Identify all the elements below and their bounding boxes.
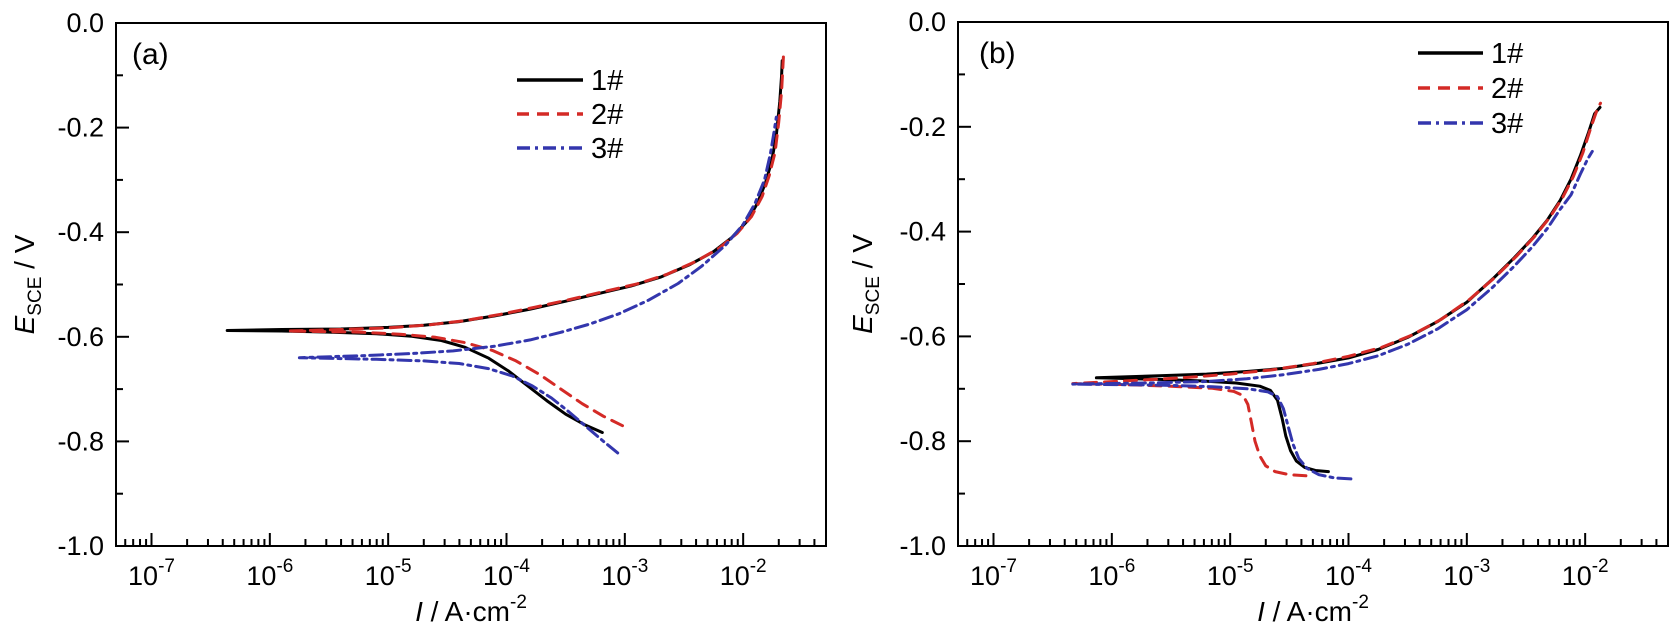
curve-3 bbox=[1071, 149, 1594, 481]
plot-border bbox=[957, 21, 1669, 547]
legend-item-label: 1# bbox=[1491, 38, 1523, 70]
x-tick-label: 10-4 bbox=[483, 556, 530, 591]
x-tick-label: 10-4 bbox=[1325, 556, 1372, 591]
y-axis-title: ESCE / V bbox=[847, 234, 884, 334]
legend-item-label: 3# bbox=[1491, 108, 1523, 140]
legend-item-label: 2# bbox=[1491, 73, 1523, 105]
plot-border bbox=[115, 22, 827, 547]
y-tick-label: -0.4 bbox=[899, 217, 946, 247]
panel-a-chart: 10-7 10-6 10-5 10-4 10-3 10-2 0.0 -0.2 -0.4 -0.6 -… bbox=[9, 8, 827, 627]
y-tick-label: -1.0 bbox=[899, 531, 946, 561]
y-tick-label: -0.8 bbox=[57, 426, 104, 456]
curve-2 bbox=[286, 55, 785, 428]
curve-1 bbox=[225, 59, 784, 434]
x-tick-label: 10-5 bbox=[365, 556, 412, 591]
y-tick-label: -0.2 bbox=[899, 112, 946, 142]
curve-1 bbox=[1094, 105, 1602, 474]
y-tick-label: -0.2 bbox=[57, 113, 104, 143]
panel-label: (b) bbox=[979, 37, 1016, 70]
x-tick-label: 10-7 bbox=[128, 556, 175, 591]
y-tick-label: -0.8 bbox=[899, 426, 946, 456]
y-tick-label: 0.0 bbox=[66, 8, 104, 38]
y-axis-title: ESCE / V bbox=[9, 234, 46, 334]
legend-item-label: 2# bbox=[591, 99, 623, 131]
x-tick-label: 10-2 bbox=[1562, 556, 1609, 591]
x-tick-label: 10-6 bbox=[246, 556, 293, 591]
x-axis-title: I / A·cm-2 bbox=[415, 592, 527, 627]
x-axis-title: I / A·cm-2 bbox=[1257, 592, 1369, 627]
y-tick-label: -0.6 bbox=[899, 321, 946, 351]
legend-item-label: 1# bbox=[591, 65, 623, 97]
y-tick-label: -0.4 bbox=[57, 217, 104, 247]
curve-3 bbox=[297, 115, 778, 455]
x-tick-label: 10-7 bbox=[970, 556, 1017, 591]
x-tick-label: 10-2 bbox=[720, 556, 767, 591]
legend-item-label: 3# bbox=[591, 133, 623, 165]
y-tick-label: 0.0 bbox=[908, 7, 946, 37]
y-tick-label: -0.6 bbox=[57, 322, 104, 352]
panel-b-chart: 10-7 10-6 10-5 10-4 10-3 10-2 0.0 -0.2 -0.4 -0.6 -… bbox=[847, 7, 1669, 627]
curve-2 bbox=[1071, 101, 1602, 478]
y-tick-label: -1.0 bbox=[57, 531, 104, 561]
x-tick-label: 10-3 bbox=[1443, 556, 1490, 591]
x-tick-label: 10-3 bbox=[601, 556, 648, 591]
panel-label: (a) bbox=[132, 38, 169, 71]
x-tick-label: 10-5 bbox=[1207, 556, 1254, 591]
x-tick-label: 10-6 bbox=[1088, 556, 1135, 591]
